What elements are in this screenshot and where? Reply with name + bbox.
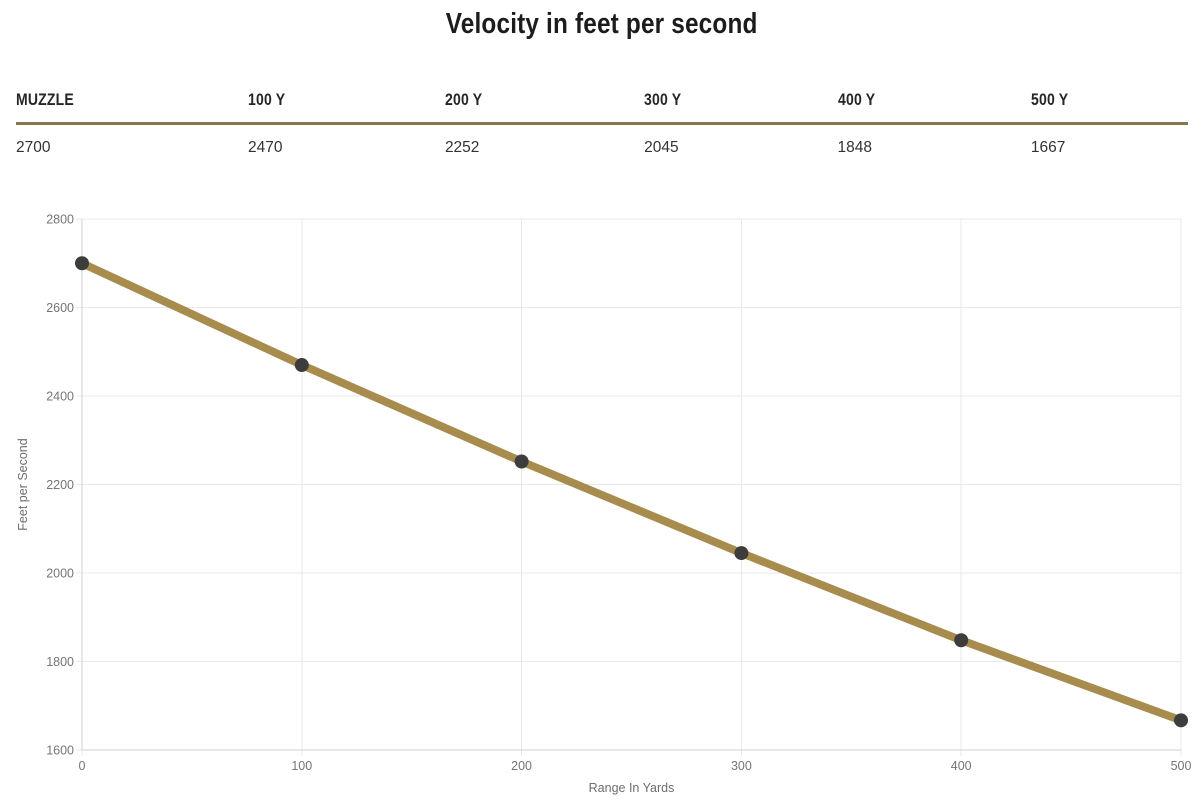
data-point[interactable] bbox=[75, 256, 89, 271]
value-300y: 2045 bbox=[644, 139, 679, 156]
table-header-100y: 100 Y bbox=[248, 92, 445, 125]
y-tick-label: 2800 bbox=[46, 213, 74, 227]
velocity-chart[interactable]: 1600 1800 2000 2200 2400 2600 2800 0 100 200 300 40… bbox=[0, 191, 1204, 802]
y-tick-label: 1800 bbox=[46, 655, 74, 669]
page-title: Velocity in feet per second bbox=[0, 8, 1204, 40]
y-tick-label: 2000 bbox=[46, 567, 74, 581]
table-value-row: 2700 2470 2252 2045 1848 1667 bbox=[16, 124, 1188, 157]
velocity-table: MUZZLE 100 Y 200 Y 300 Y 400 Y 500 Y 270… bbox=[16, 92, 1188, 156]
data-point[interactable] bbox=[954, 633, 969, 648]
data-point[interactable] bbox=[1174, 713, 1188, 728]
y-tick-label: 2200 bbox=[46, 478, 74, 492]
value-100y: 2470 bbox=[248, 139, 283, 156]
x-tick-label: 400 bbox=[951, 759, 972, 773]
y-tick-label: 1600 bbox=[46, 744, 74, 758]
y-tick-label: 2600 bbox=[46, 301, 74, 315]
value-muzzle: 2700 bbox=[16, 139, 51, 156]
table-header-300y: 300 Y bbox=[644, 92, 838, 125]
x-tick-label: 200 bbox=[511, 759, 532, 773]
table-header-200y: 200 Y bbox=[444, 92, 645, 125]
value-400y: 1848 bbox=[837, 139, 873, 156]
page-title-text: Velocity in feet per second bbox=[446, 8, 758, 40]
velocity-chart-area: 1600 1800 2000 2200 2400 2600 2800 0 100 200 300 40… bbox=[0, 191, 1204, 802]
x-tick-label: 0 bbox=[79, 759, 86, 773]
table-header-500y: 500 Y bbox=[1030, 92, 1188, 125]
x-tick-label: 300 bbox=[731, 759, 752, 773]
x-tick-label: 100 bbox=[291, 759, 312, 773]
value-500y: 1667 bbox=[1030, 139, 1066, 156]
data-point[interactable] bbox=[734, 546, 749, 561]
value-200y: 2252 bbox=[444, 139, 480, 156]
table-header-muzzle: MUZZLE bbox=[16, 92, 249, 125]
table-header-400y: 400 Y bbox=[837, 92, 1031, 125]
x-axis-title: Range In Yards bbox=[589, 781, 675, 795]
y-axis-title: Feet per Second bbox=[16, 438, 30, 530]
data-point[interactable] bbox=[294, 358, 309, 373]
table-header-row: MUZZLE 100 Y 200 Y 300 Y 400 Y 500 Y bbox=[16, 92, 1188, 125]
data-point[interactable] bbox=[514, 454, 529, 469]
y-tick-label: 2400 bbox=[46, 390, 74, 404]
x-tick-label: 500 bbox=[1171, 759, 1192, 773]
velocity-line bbox=[80, 259, 1183, 725]
